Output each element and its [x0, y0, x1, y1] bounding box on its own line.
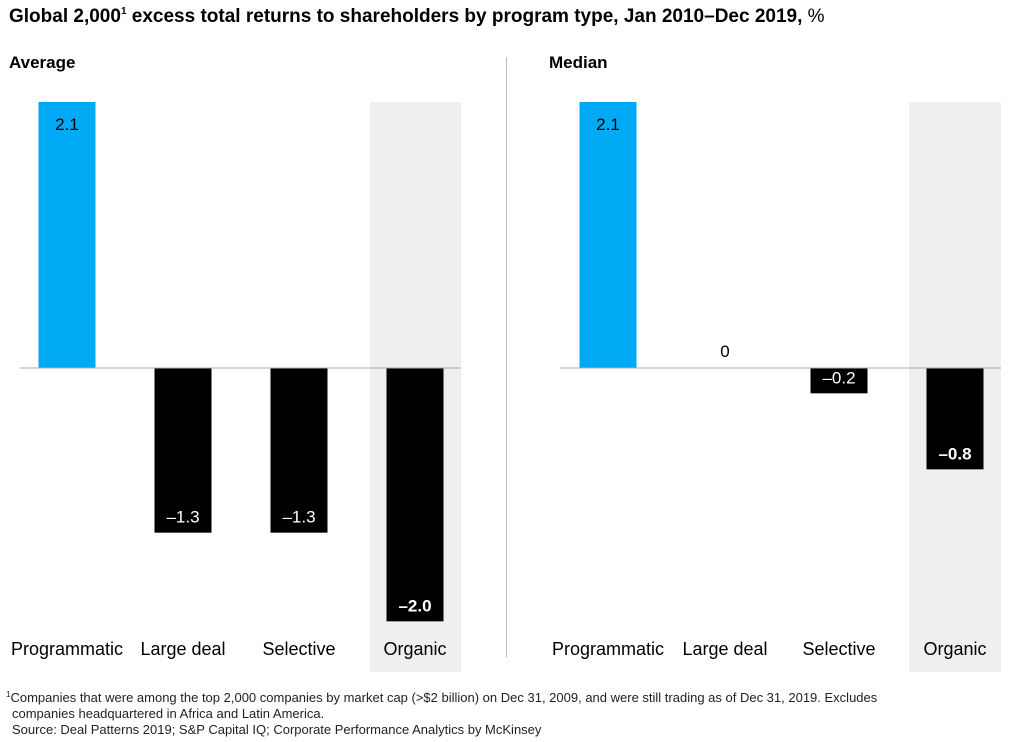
panel-title: Average [9, 53, 75, 72]
category-label: Programmatic [11, 639, 123, 659]
bar [579, 102, 637, 368]
panel-divider [506, 57, 507, 657]
footnote: 1Companies that were among the top 2,000… [6, 687, 996, 738]
category-label: Programmatic [552, 639, 664, 659]
data-label: –0.2 [822, 368, 855, 387]
footnote-text: Companies that were among the top 2,000 … [10, 690, 878, 705]
bar [154, 368, 212, 533]
category-label: Selective [262, 639, 335, 659]
title-footnote-marker: 1 [120, 6, 127, 17]
bar [810, 368, 868, 394]
category-label: Large deal [682, 639, 767, 659]
bar [270, 368, 328, 533]
category-label: Selective [802, 639, 875, 659]
data-label: 0 [720, 342, 729, 361]
bar [926, 368, 984, 470]
data-label: –1.3 [166, 508, 199, 527]
data-label: 2.1 [596, 115, 620, 134]
chart-title: Global 2,0001 excess total returns to sh… [9, 6, 825, 27]
category-label: Organic [383, 639, 446, 659]
category-label: Organic [923, 639, 986, 659]
panel-title: Median [549, 53, 608, 72]
source-text: Source: Deal Patterns 2019; S&P Capital … [12, 722, 542, 737]
data-label: –1.3 [282, 508, 315, 527]
data-label: –0.8 [938, 444, 971, 463]
data-label: –2.0 [398, 596, 431, 615]
title-unit: % [802, 6, 825, 27]
chart-area: Average 2.1 –1.3 –1.3 –2.0 Programmatic Large … [9, 53, 1001, 672]
category-label: Large deal [140, 639, 225, 659]
data-label: 2.1 [55, 115, 79, 134]
footnote-text-cont: companies headquartered in Africa and La… [12, 706, 325, 721]
bar [386, 368, 444, 622]
bar [38, 102, 96, 368]
